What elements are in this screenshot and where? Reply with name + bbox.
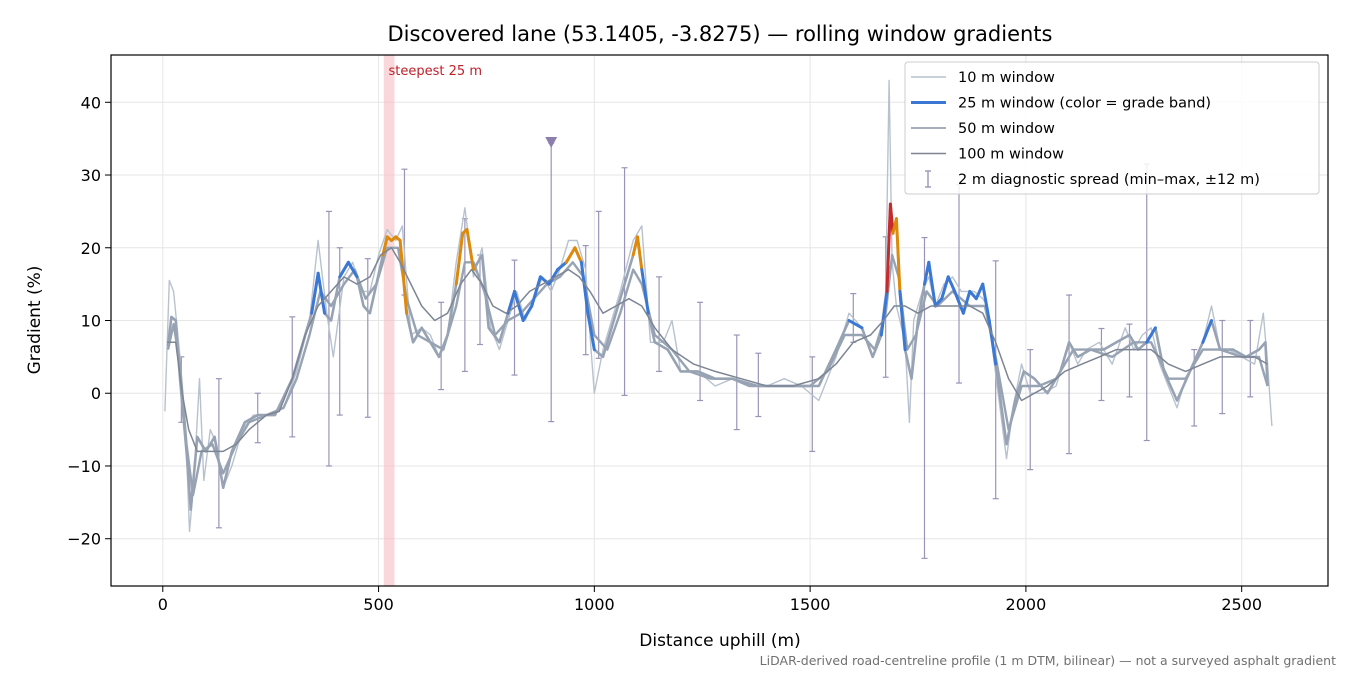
spread-bar [1098, 327, 1105, 402]
spread-bar [364, 258, 371, 418]
w25-segment [927, 260, 937, 308]
w25-segment [961, 289, 972, 315]
w25-segment [1145, 326, 1157, 344]
w25-segment [465, 228, 476, 272]
legend-label: 2 m diagnostic spread (min–max, ±12 m) [958, 172, 1260, 188]
w25-segment [847, 319, 864, 330]
w25-segment [885, 202, 892, 293]
w25-segment [573, 246, 583, 264]
spread-bar [1027, 348, 1034, 471]
w25-segment [981, 282, 991, 322]
spread-bar [1219, 319, 1226, 415]
x-tick-label: 0 [158, 595, 168, 614]
w25-segment [556, 260, 568, 272]
legend-entry: 50 m window [911, 121, 1055, 137]
legend-box [904, 61, 1320, 195]
spread-bar [733, 334, 740, 431]
spread-bar [215, 378, 222, 529]
steepest-band [383, 55, 395, 586]
series-line-w10 [164, 79, 1273, 533]
w25-segment [506, 289, 517, 315]
w25-segment [898, 289, 907, 352]
spread-bar [1066, 294, 1073, 455]
legend-entries: 10 m window 25 m window (color = grade ba… [911, 70, 1260, 188]
legend-label: 50 m window [958, 121, 1055, 137]
w25-segment [538, 275, 551, 286]
x-axis-label: Distance uphill (m) [639, 631, 800, 651]
w25-segment [894, 217, 902, 293]
spread-bar [809, 356, 816, 453]
x-tick-label: 2000 [1006, 595, 1047, 614]
y-tick-label: −10 [67, 457, 101, 476]
spread-bar [1247, 319, 1254, 398]
legend-entry: 2 m diagnostic spread (min–max, ±12 m) [925, 170, 1260, 188]
y-tick-label: −20 [67, 530, 101, 549]
w25-segment [953, 289, 965, 315]
series-line-w100 [167, 247, 1268, 453]
w25-segment [454, 231, 465, 286]
w25-segment [521, 304, 534, 322]
w25-segment [381, 235, 389, 257]
y-tick-label: 30 [81, 166, 101, 185]
spread-bar [992, 260, 999, 500]
w25-segment [338, 260, 350, 279]
series-lines [164, 79, 1273, 533]
legend-label: 10 m window [958, 70, 1055, 86]
legend: 10 m window 25 m window (color = grade ba… [904, 61, 1320, 195]
spread-bar [697, 301, 704, 402]
x-tick-label: 1000 [574, 595, 615, 614]
legend-entry: 10 m window [911, 70, 1055, 86]
footnote: LiDAR-derived road-centreline profile (1… [760, 653, 1336, 668]
legend-label: 25 m window (color = grade band) [958, 96, 1211, 112]
y-axis-label: Gradient (%) [25, 266, 45, 375]
w25-segment [987, 319, 998, 366]
w25-segment [640, 268, 650, 315]
y-tick-label: 10 [81, 312, 101, 331]
grid-lines [111, 55, 1328, 586]
w25-segment [564, 246, 577, 264]
w25-segment [946, 275, 957, 293]
steepest-label: steepest 25 m [389, 64, 482, 79]
w25-segment [310, 271, 320, 315]
w25-segment [933, 297, 944, 308]
x-tick-label: 500 [363, 595, 394, 614]
w25-segment [579, 260, 590, 315]
w25-segment [879, 289, 889, 337]
spread-bar [656, 276, 663, 373]
legend-entry: 100 m window [911, 147, 1064, 163]
w25-segment [530, 275, 542, 308]
w25-segment [888, 202, 895, 235]
legend-entry: 25 m window (color = grade band) [911, 96, 1211, 112]
x-tick-label: 2500 [1221, 595, 1262, 614]
y-tick-label: 0 [91, 384, 101, 403]
legend-label: 100 m window [958, 147, 1064, 163]
w25-segment [636, 235, 644, 272]
y-tick-label: 40 [81, 93, 101, 112]
w25-segment [940, 275, 950, 301]
x-tick-label: 1500 [790, 595, 831, 614]
w25-segment [316, 271, 327, 315]
series-line-w25 [166, 202, 1269, 511]
w25-segment [586, 311, 596, 352]
w25-segment [513, 289, 525, 322]
peak-marker-layer [545, 137, 558, 149]
y-tick-label: 20 [81, 239, 101, 258]
w25-segment [1201, 319, 1213, 344]
chart-title: Discovered lane (53.1405, -3.8275) — rol… [388, 22, 1053, 46]
axis-ticks: 0 500 1000 1500 2000 2500 −20 −10 0 10 20 30 40 [67, 93, 1262, 614]
peak-marker [545, 137, 558, 149]
spread-error-bars [178, 142, 1254, 559]
w25-segment [547, 268, 560, 286]
w25-segment [346, 260, 359, 279]
spread-bar [325, 210, 332, 467]
steepest-highlight: steepest 25 m [383, 55, 482, 586]
w25-segment [398, 238, 409, 315]
